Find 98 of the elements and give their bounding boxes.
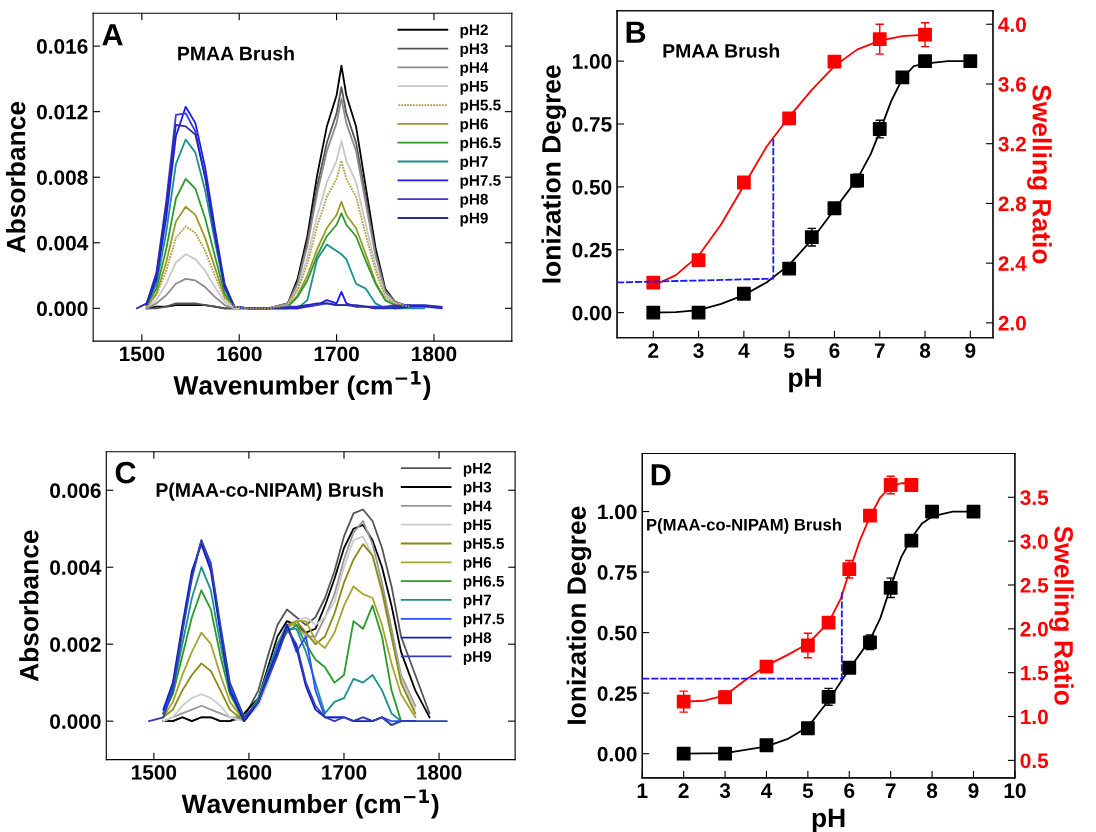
legend-label: pH9 — [463, 651, 492, 665]
y-tick-label: 0.002 — [50, 637, 101, 652]
x-tick-label: 5 — [802, 783, 814, 799]
legend-label: pH5.5 — [460, 99, 501, 114]
x-tick-label: 4 — [760, 783, 773, 798]
x-tick-label: 1600 — [217, 346, 262, 362]
annotation: P(MAA-co-NIPAM) Brush — [647, 518, 841, 534]
annotation: P(MAA-co-NIPAM) Brush — [156, 482, 383, 501]
x-tick-label: 8 — [919, 343, 931, 358]
legend-label: pH5 — [460, 81, 488, 95]
y-tick-label: 0.50 — [572, 179, 612, 195]
annotation: B — [626, 21, 646, 43]
y-tick-label: 0.006 — [50, 483, 101, 499]
legend-label: pH5.5 — [463, 538, 504, 553]
y-tick-label: 0.75 — [597, 565, 637, 580]
y-axis-title: Absorbance — [19, 530, 39, 682]
y2-tick-label: 2.0 — [998, 315, 1026, 331]
y2-tick-label: 3.2 — [998, 136, 1026, 152]
y-tick-label: 0.000 — [50, 714, 101, 729]
y-axis-title: Absorbance — [6, 101, 26, 253]
x-tick-label: 8 — [926, 783, 938, 799]
x-tick-label: 1700 — [322, 765, 367, 780]
y2-tick-label: 2.0 — [1020, 621, 1048, 637]
y-tick-label: 0.75 — [572, 117, 612, 132]
legend-label: pH6 — [463, 557, 492, 571]
y2-axis-title: Swelling Ratio — [1049, 526, 1074, 705]
annotation: A — [102, 24, 123, 46]
x-axis-title: pH — [812, 808, 845, 832]
y-tick-label: 0.25 — [597, 686, 637, 701]
x-tick-label: 4 — [738, 343, 750, 358]
legend-label: pH4 — [463, 500, 492, 515]
x-axis-title: pH — [789, 368, 821, 393]
y2-tick-label: 4.0 — [998, 17, 1026, 33]
y-tick-label: 0.50 — [597, 625, 637, 641]
x-tick-label: 6 — [829, 343, 840, 358]
y-tick-label: 0.016 — [36, 39, 88, 54]
legend-label: pH2 — [460, 24, 488, 39]
x-tick-label: 6 — [844, 783, 855, 799]
legend-label: pH6.5 — [460, 137, 501, 152]
y2-tick-label: 2.5 — [1020, 577, 1049, 593]
y-tick-label: 0.012 — [36, 104, 88, 120]
x-tick-label: 9 — [968, 783, 979, 799]
annotation: D — [651, 464, 671, 486]
x-tick-label: 2 — [678, 783, 689, 798]
x-tick-label: 1800 — [412, 346, 457, 362]
x-axis-title: Wavenumber (cm$^{−1}$) — [173, 370, 431, 400]
legend-label: pH8 — [463, 632, 492, 647]
annotation: PMAA Brush — [178, 46, 294, 61]
legend-label: pH5 — [463, 519, 492, 534]
annotation: C — [115, 461, 136, 484]
y-tick-label: 0.00 — [597, 746, 637, 762]
x-tick-label: 10 — [1004, 783, 1026, 799]
x-tick-label: 1700 — [314, 346, 359, 362]
x-tick-label: 3 — [693, 343, 704, 358]
y-axis-title: Ionization Degree — [541, 65, 567, 283]
x-tick-label: 5 — [784, 343, 795, 358]
y2-tick-label: 1.5 — [1021, 665, 1049, 681]
y-tick-label: 0.004 — [50, 560, 102, 575]
y2-tick-label: 3.5 — [1020, 490, 1049, 506]
legend-label: pH6 — [460, 118, 488, 133]
legend-label: pH7 — [460, 156, 488, 171]
y2-tick-label: 0.5 — [1020, 753, 1049, 769]
legend-label: pH7 — [463, 594, 492, 609]
legend-label: pH3 — [460, 43, 488, 58]
y-tick-label: 1.00 — [598, 504, 637, 520]
y-tick-label: 1.00 — [572, 54, 612, 69]
legend-label: pH4 — [460, 62, 489, 76]
y-tick-label: 0.004 — [36, 235, 89, 251]
y2-tick-label: 2.4 — [998, 256, 1027, 271]
legend-label: pH7.5 — [460, 175, 501, 189]
y2-tick-label: 1.0 — [1021, 709, 1048, 725]
y-axis-title: Ionization Degree — [566, 506, 592, 724]
y-tick-label: 0.25 — [572, 242, 612, 258]
x-tick-label: 9 — [965, 343, 976, 358]
annotation: PMAA Brush — [663, 43, 780, 58]
x-tick-label: 7 — [885, 783, 896, 798]
y2-axis-title: Swelling Ratio — [1027, 84, 1052, 264]
legend-label: pH6.5 — [463, 575, 504, 590]
y2-tick-label: 3.0 — [1020, 534, 1048, 549]
x-tick-label: 2 — [648, 343, 659, 358]
x-tick-label: 1600 — [227, 765, 272, 780]
y-tick-label: 0.00 — [572, 305, 612, 321]
x-tick-label: 1 — [637, 783, 648, 798]
y2-tick-label: 2.8 — [998, 196, 1027, 212]
legend-label: pH8 — [460, 193, 488, 208]
y-tick-label: 0.000 — [36, 301, 88, 317]
x-tick-label: 1500 — [131, 765, 177, 780]
x-tick-label: 3 — [719, 783, 731, 799]
legend-label: pH3 — [463, 481, 492, 496]
x-tick-label: 1500 — [119, 346, 165, 362]
legend-label: pH7.5 — [463, 613, 504, 628]
y-tick-label: 0.008 — [36, 170, 88, 185]
y2-tick-label: 3.6 — [998, 76, 1027, 92]
x-tick-label: 7 — [874, 343, 885, 358]
legend-label: pH2 — [463, 462, 492, 477]
x-tick-label: 1800 — [417, 765, 462, 780]
x-axis-title: Wavenumber (cm$^{−1}$) — [181, 789, 439, 819]
legend-label: pH9 — [460, 212, 488, 227]
